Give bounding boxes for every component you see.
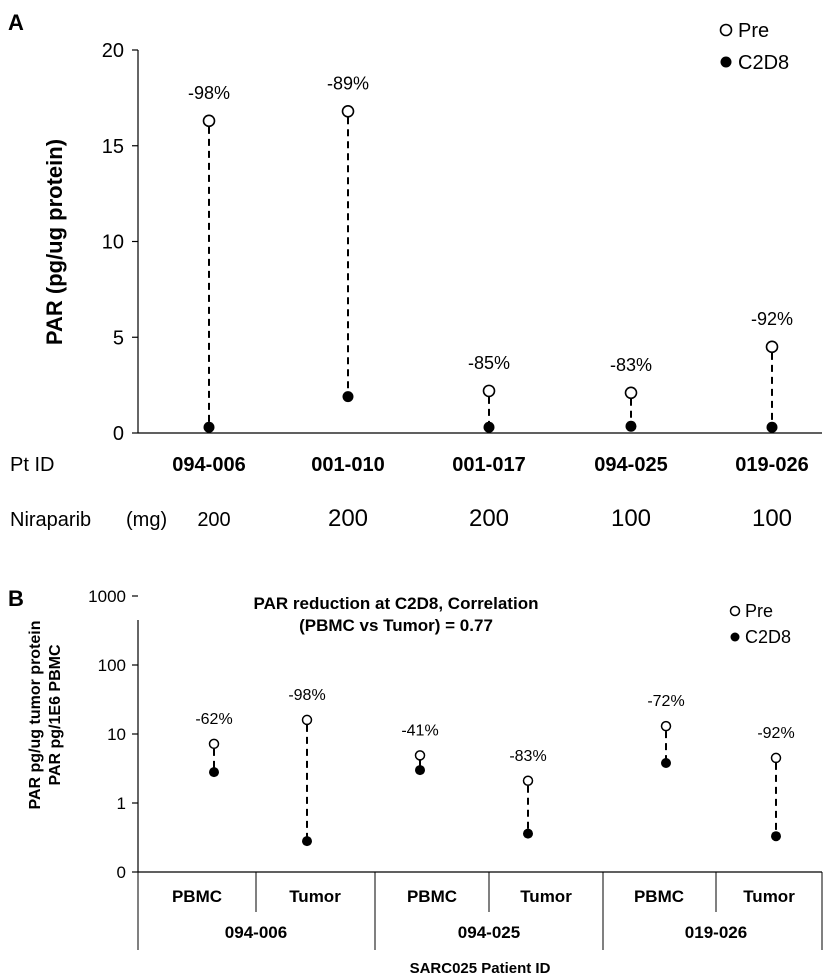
panel-a-x-labels: 094-006 001-010 001-017 094-025 019-026 [172,454,808,476]
pre-point [208,738,220,750]
panel-a-legend: Pre C2D8 [719,20,789,74]
sample-type-label: Tumor [289,887,341,906]
patient-id-label: 094-006 [172,454,245,476]
percent-change-label: -62% [195,711,232,728]
patient-id-label: 001-010 [311,454,384,476]
percent-change-label: -89% [327,73,369,93]
panel-a-annotations: -98% -89% -85% -83% -92% [188,73,793,375]
panel-b-legend: Pre C2D8 [729,601,791,647]
patient-id-label: 001-017 [452,454,525,476]
c2d8-point [415,765,425,776]
panel-b-y-tick-label: 1000 [88,587,126,606]
panel-a-y-tick-label: 5 [113,327,124,349]
pt-id-label: Pt ID [10,454,54,476]
panel-a-label: A [8,10,24,35]
pre-point [660,720,672,732]
percent-change-label: -85% [468,353,510,373]
percent-change-label: -92% [751,309,793,329]
percent-change-label: -72% [647,693,684,710]
niraparib-label: Niraparib [10,509,91,531]
panel-b-label: B [8,586,24,611]
patient-id-label: 094-025 [594,454,667,476]
legend-pre-marker [719,23,733,37]
panel-b-ylabel: PAR pg/ug tumor protein [27,620,44,809]
legend-b-c2d8-marker [730,632,740,642]
panel-b-title: PAR reduction at C2D8, Correlation [254,594,539,613]
dose-label: 200 [328,505,368,532]
pre-point [202,114,216,128]
pre-point [770,752,782,764]
pre-point [482,384,496,398]
sample-type-label: PBMC [407,887,457,906]
panel-a-doses: 200 200 200 100 100 [197,505,792,532]
percent-change-label: -41% [401,722,438,739]
panel-b-points [208,714,782,847]
legend-c2d8-marker [720,56,732,68]
pre-point [301,714,313,726]
c2d8-point [625,420,637,432]
panel-b-y-tick-label: 100 [98,656,126,675]
pre-point [624,386,638,400]
patient-group-label: 019-026 [685,923,747,942]
c2d8-point [523,828,533,839]
pre-point [522,775,534,787]
c2d8-point [766,421,778,433]
panel-b-y-ticks: 0 1 10 100 1000 [88,587,138,882]
dose-label: 200 [197,509,230,531]
pre-point [765,340,779,354]
sample-type-label: Tumor [520,887,572,906]
pre-point [414,750,426,761]
patient-id-label: 019-026 [735,454,808,476]
c2d8-point [771,831,781,842]
patient-group-label: 094-006 [225,923,287,942]
percent-change-label: -98% [188,83,230,103]
sample-type-label: PBMC [634,887,684,906]
panel-a-stems [208,117,773,423]
patient-group-label: 094-025 [458,923,520,942]
percent-change-label: -83% [610,355,652,375]
c2d8-point [661,757,671,768]
panel-a-ylabel: PAR (pg/ug protein) [42,139,67,345]
sample-type-label: PBMC [172,887,222,906]
c2d8-point [209,767,219,778]
panel-b-xlabel: SARC025 Patient ID [410,960,551,977]
c2d8-point [342,391,354,403]
panel-b-y-tick-label: 10 [107,725,126,744]
panel-b-subtitle: (PBMC vs Tumor) = 0.77 [299,616,493,635]
dose-label: 100 [611,505,651,532]
panel-a-y-tick-label: 15 [102,136,124,158]
percent-change-label: -98% [288,687,325,704]
legend-c2d8-label: C2D8 [738,52,789,74]
panel-a-points [202,104,779,433]
sample-type-label: Tumor [743,887,795,906]
c2d8-point [483,421,495,433]
panel-b-y-tick-label: 1 [117,794,126,813]
panel-b-y-tick-label: 0 [117,863,126,882]
panel-b-annotations: -62% -98% -41% -83% -72% -92% [195,687,794,765]
niraparib-unit-label: (mg) [126,509,167,531]
panel-a-y-tick-label: 10 [102,232,124,254]
legend-pre-label: Pre [738,20,769,42]
panel-a-y-ticks: 0 5 10 15 20 [102,40,138,445]
panel-b: B PAR reduction at C2D8, Correlation (PB… [8,586,823,977]
panel-a-y-tick-label: 20 [102,40,124,62]
percent-change-label: -92% [757,725,794,742]
panel-b-ylabel2: PAR pg/1E6 PBMC [47,644,64,786]
pre-point [341,104,355,118]
c2d8-point [203,421,215,433]
c2d8-point [302,836,312,847]
legend-b-c2d8-label: C2D8 [745,627,791,647]
percent-change-label: -83% [509,748,546,765]
dose-label: 100 [752,505,792,532]
dose-label: 200 [469,505,509,532]
legend-b-pre-label: Pre [745,601,773,621]
panel-a-y-tick-label: 0 [113,423,124,445]
panel-b-stems [213,724,777,838]
legend-b-pre-marker [729,605,741,617]
